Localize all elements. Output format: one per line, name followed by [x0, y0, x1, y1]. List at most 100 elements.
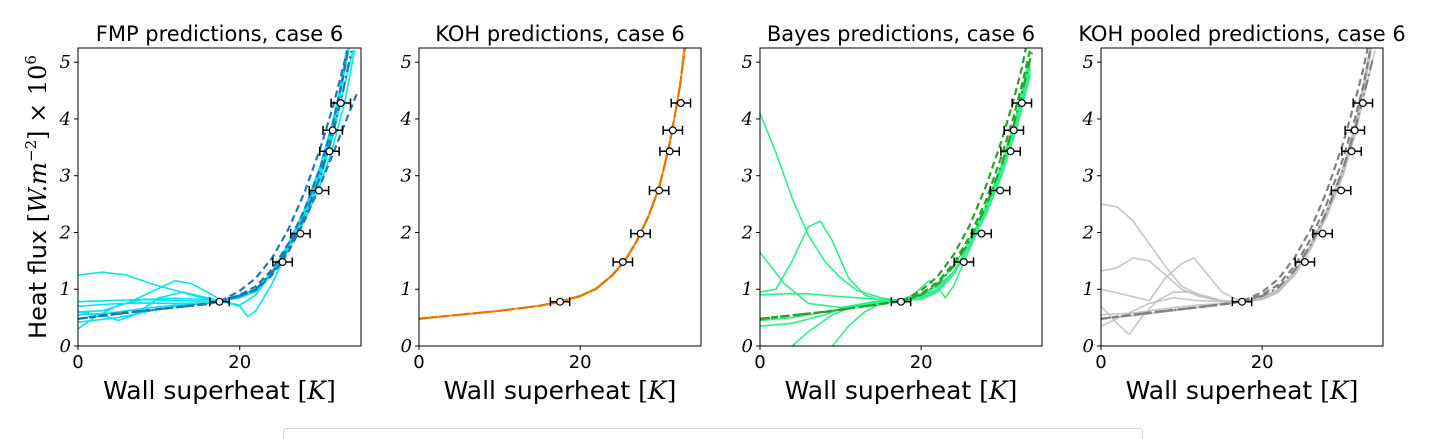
x-axis-unit: K: [647, 376, 668, 405]
y-tick-label: 0: [401, 336, 412, 357]
measurement-marker: [1318, 229, 1327, 238]
axes-frame: [759, 47, 1043, 347]
chart-title: Bayes predictions, case 6: [767, 22, 1035, 46]
mean-line-1: [1101, 48, 1369, 320]
mean-line-2: [1101, 50, 1372, 320]
measurement-point-5: [659, 146, 680, 156]
y-tick-label: 1: [60, 279, 71, 300]
fit-line-4: [1101, 48, 1372, 327]
measurement-point-5: [1341, 146, 1362, 156]
measurement-marker: [336, 99, 345, 108]
y-tick-label: 0: [742, 336, 753, 357]
measurement-point-7: [1352, 98, 1374, 108]
measurement-marker: [278, 257, 287, 266]
legend-box: [283, 428, 1143, 439]
measurement-point-3: [971, 229, 992, 239]
x-axis-label: Wall superheat [K]: [785, 376, 1018, 405]
y-tick-label: 5: [60, 52, 71, 73]
measurement-marker: [1237, 297, 1246, 306]
measurement-point-6: [1344, 125, 1366, 135]
y-axis-ticks: 0 1 2 3 4 5: [1082, 52, 1101, 357]
measurement-point-6: [1003, 125, 1025, 135]
measurement-points: [549, 98, 692, 307]
measurement-marker: [1337, 186, 1346, 195]
axes-frame: [1100, 47, 1384, 347]
measurement-point-1: [549, 297, 571, 307]
measurement-point-1: [209, 297, 230, 307]
measurement-marker: [668, 126, 677, 135]
chart-title: FMP predictions, case 6: [96, 22, 344, 46]
y-tick-label: 2: [1082, 222, 1094, 243]
measurement-marker: [1017, 99, 1026, 108]
measurement-marker: [1006, 147, 1015, 156]
measurement-point-4: [308, 185, 330, 195]
x-axis-unit: K: [306, 376, 327, 405]
mean-line-2: [78, 50, 350, 320]
measurement-marker: [1358, 99, 1367, 108]
x-tick-label: 20: [1251, 352, 1274, 373]
y-tick-label: 3: [401, 166, 412, 187]
fit-line-2: [78, 50, 348, 308]
x-tick-label: 20: [910, 352, 933, 373]
fit-line-1: [1101, 48, 1372, 303]
y-axis-scale: × 10: [24, 65, 52, 123]
measurement-point-4: [989, 185, 1011, 195]
measurement-marker: [636, 229, 645, 238]
mean-line-1: [78, 50, 349, 320]
mean-line-2: [760, 50, 1031, 320]
y-axis-scale-exponent: 6: [22, 55, 40, 65]
measurement-marker: [1009, 126, 1018, 135]
fit-line-8: [78, 50, 356, 316]
y-tick-label: 1: [401, 279, 412, 300]
y-tick-label: 4: [400, 109, 412, 130]
x-tick-label: 0: [1095, 352, 1106, 373]
x-axis-ticks: 0 20: [72, 346, 251, 373]
y-tick-label: 1: [742, 279, 753, 300]
y-tick-label: 4: [1082, 109, 1094, 130]
chart-panel-3: 0 1 2 3 4 5 0 20 Bayes predictions, case 6 Wall s…: [741, 22, 1043, 405]
y-axis-label: Heat flux [W.m−2] × 106: [22, 55, 52, 339]
measurement-marker: [959, 257, 968, 266]
measurement-marker: [328, 126, 337, 135]
measurement-marker: [655, 186, 664, 195]
x-axis-label-text: Wall superheat: [1126, 376, 1313, 405]
x-tick-label: 0: [72, 352, 83, 373]
fit-line-3: [78, 48, 350, 330]
chart-panel-1: 0 1 2 3 4 5 0 20 FMP predictions, case 6 Wall sup…: [22, 22, 362, 405]
measurement-point-6: [662, 125, 684, 135]
chart-title: KOH pooled predictions, case 6: [1078, 22, 1405, 46]
measurement-marker: [1300, 257, 1309, 266]
x-axis-label-text: Wall superheat: [444, 376, 631, 405]
x-tick-label: 0: [754, 352, 765, 373]
chart-panel-2: 0 1 2 3 4 5 0 20 KOH predictions, case 6 Wall sup…: [400, 22, 702, 405]
measurement-marker: [215, 297, 224, 306]
measurement-point-1: [1231, 297, 1253, 307]
x-tick-label: 20: [228, 352, 251, 373]
fit-line-4: [78, 48, 350, 302]
fit-line-7: [831, 64, 1030, 346]
mean-line-3: [78, 92, 359, 320]
mean-line-3: [1101, 56, 1375, 320]
y-tick-label: 4: [741, 109, 753, 130]
mean-line-1: [760, 48, 1027, 320]
measurement-point-7: [670, 98, 692, 108]
axes-frame: [418, 47, 702, 347]
fit-line-7: [78, 50, 354, 323]
x-tick-label: 0: [413, 352, 424, 373]
y-tick-label: 1: [1083, 279, 1094, 300]
y-tick-label: 3: [60, 166, 71, 187]
measurement-point-1: [890, 297, 912, 307]
axes-frame: [77, 47, 362, 347]
x-axis-label: Wall superheat [K]: [1126, 376, 1359, 405]
y-tick-label: 2: [59, 222, 71, 243]
y-axis-label-text: Heat flux: [24, 230, 52, 339]
measurement-marker: [1347, 147, 1356, 156]
fit-line-6: [78, 48, 350, 322]
measurement-marker: [977, 229, 986, 238]
mean-line-4: [78, 50, 353, 320]
y-tick-label: 5: [742, 52, 753, 73]
fit-line-2: [1101, 48, 1372, 303]
measurement-marker: [896, 297, 905, 306]
measurement-marker: [314, 186, 323, 195]
